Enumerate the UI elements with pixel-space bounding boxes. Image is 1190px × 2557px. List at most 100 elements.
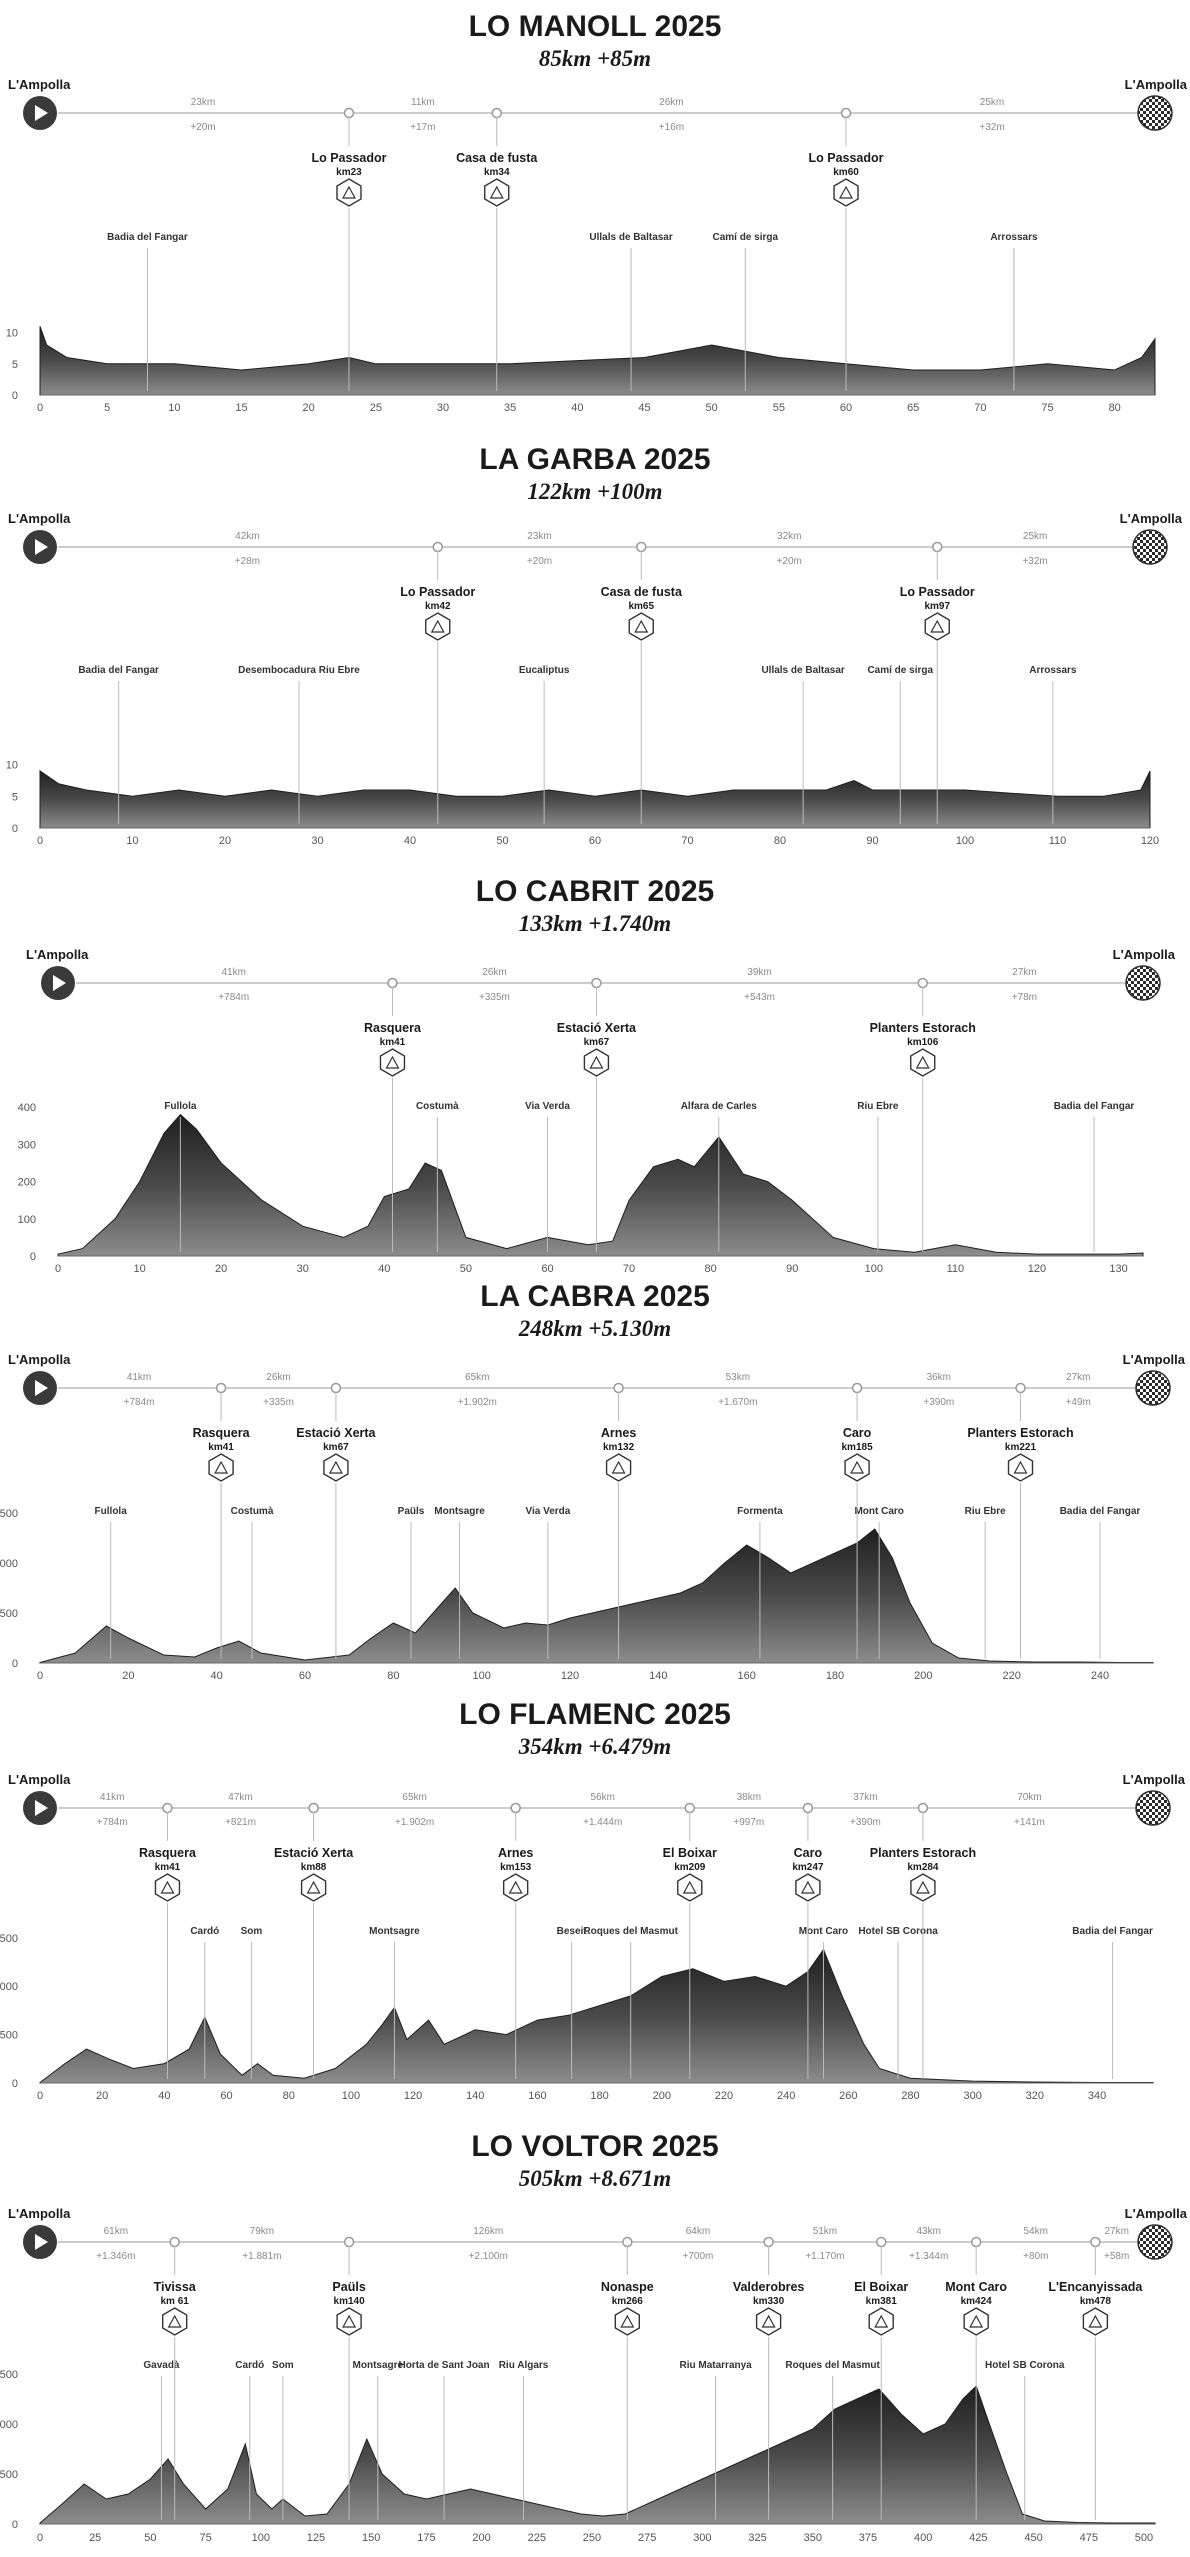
landmark: Gavadà [143,2360,180,2520]
checkpoint-name: Lo Passador [400,585,475,599]
landmark-name: Riu Ebre [965,1506,1007,1517]
x-tick-label: 130 [1109,1263,1127,1275]
checkpoint: Planters Estorach km106 [870,987,976,1252]
segment-distance: 47km [228,1792,252,1803]
checkpoint-name: El Boixar [663,1846,717,1860]
segment-marker [840,107,852,119]
play-icon [23,530,57,564]
checkpoint-km: km140 [334,2296,366,2307]
checkpoint: Arnes km153 [498,1812,533,2079]
checkpoint: Planters Estorach km284 [870,1812,976,2079]
landmark: Paüls [398,1506,425,1659]
checkpoint-name: Lo Passador [311,151,386,165]
landmark-name: Mont Caro [799,1926,848,1937]
x-tick-label: 120 [561,1670,579,1682]
checkpoint-name: Mont Caro [945,2280,1007,2294]
checkpoint-tent-icon [677,1873,703,1902]
segment-distance: 79km [250,2226,274,2237]
checkpoint-tent-icon [910,1048,936,1077]
landmark-name: Arrossars [1029,665,1077,676]
y-tick-label: 0 [12,823,18,835]
checkpoint: Estació Xerta km67 [557,987,637,1252]
x-tick-label: 50 [144,2532,156,2544]
x-tick-label: 120 [404,2090,422,2102]
checkered-flag-icon [1135,1790,1171,1826]
landmark-name: Alfara de Carles [681,1101,758,1112]
checkpoint-km: km 61 [161,2296,190,2307]
segment-marker [917,977,928,989]
x-tick-label: 40 [378,1263,390,1275]
x-tick-label: 50 [706,402,718,414]
checkpoint-km: km41 [380,1037,406,1048]
segment-distance: 39km [747,967,771,978]
segment-distance: 27km [1066,1372,1090,1383]
checkpoint: Rasquera km41 [364,987,422,1252]
elevation-profile [57,1113,1144,1257]
landmark: Fullola [95,1506,127,1659]
landmark-name: Riu Matarranya [679,2360,752,2371]
landmark: Costumà [231,1506,274,1659]
landmark: Roques del Masmut [785,2360,881,2520]
segment-elevation: +997m [733,1817,764,1828]
x-tick-label: 225 [528,2532,546,2544]
y-tick-label: 100 [18,1214,36,1226]
segment-elevation: +1.902m [458,1397,497,1408]
checkpoint-tent-icon [844,1453,870,1482]
route-title: LO VOLTOR 2025 [471,2130,718,2163]
segment-distance: 36km [927,1372,951,1383]
checkpoint-tent-icon [833,178,859,207]
segment-distance: 27km [1104,2226,1128,2237]
y-tick-label: 1500 [0,2369,18,2381]
x-tick-label: 180 [826,1670,844,1682]
x-tick-label: 5 [104,402,110,414]
checkpoint-name: Caro [794,1846,823,1860]
x-tick-label: 0 [37,2532,43,2544]
segment-elevation: +1.444m [583,1817,622,1828]
x-tick-label: 70 [974,402,986,414]
landmark-name: Horta de Sant Joan [398,2360,489,2371]
segment-marker [636,541,647,553]
y-tick-label: 1000 [0,1558,18,1570]
segment-elevation: +784m [97,1817,128,1828]
x-tick-label: 75 [199,2532,211,2544]
y-tick-label: 10 [6,328,18,340]
segment-distance: 23km [191,97,215,108]
x-tick-label: 240 [1091,1670,1109,1682]
x-tick-label: 400 [914,2532,932,2544]
x-tick-label: 320 [1026,2090,1044,2102]
checkpoint-km: km185 [842,1442,874,1453]
y-tick-label: 500 [0,1608,18,1620]
segment-distance: 70km [1017,1792,1041,1803]
race-profile-2: LA GARBA 2025 122km +100m L'Ampolla L'Ampol… [6,443,1183,847]
start-location: L'Ampolla [8,1352,71,1367]
landmark-name: Montsagre [369,1926,420,1937]
landmark-name: Montsagre [353,2360,404,2371]
checkpoint-km: km41 [208,1442,234,1453]
checkpoint-tent-icon [963,2307,989,2336]
elevation-profile [39,326,1156,396]
x-tick-label: 200 [653,2090,671,2102]
x-tick-label: 325 [748,2532,766,2544]
landmark-name: Hotel SB Corona [985,2360,1065,2371]
checkpoint-tent-icon [379,1048,406,1077]
checkpoint-km: km60 [833,167,859,178]
segment-marker [875,2236,887,2248]
play-icon [41,966,75,1000]
landmark-name: Badia del Fangar [1054,1101,1135,1112]
landmark-name: Desembocadura Riu Ebre [238,665,360,676]
x-tick-label: 40 [211,1670,223,1682]
x-tick-label: 30 [437,402,449,414]
checkpoint-tent-icon [910,1873,936,1902]
landmark: Via Verda [525,1101,570,1252]
landmark-name: Som [272,2360,294,2371]
segment-marker [1090,2236,1101,2248]
landmark: Horta de Sant Joan [398,2360,490,2520]
x-tick-label: 80 [774,835,786,847]
race-profile-5: LO FLAMENC 2025 354km +6.479m L'Ampolla L'A… [0,1698,1186,2102]
x-tick-label: 0 [37,1670,43,1682]
route-distance-elevation: 85km +85m [539,46,651,71]
landmark: Hotel SB Corona [858,1926,938,2079]
segment-elevation: +784m [124,1397,155,1408]
x-tick-label: 110 [1049,835,1067,847]
segment-marker [1015,1382,1026,1394]
